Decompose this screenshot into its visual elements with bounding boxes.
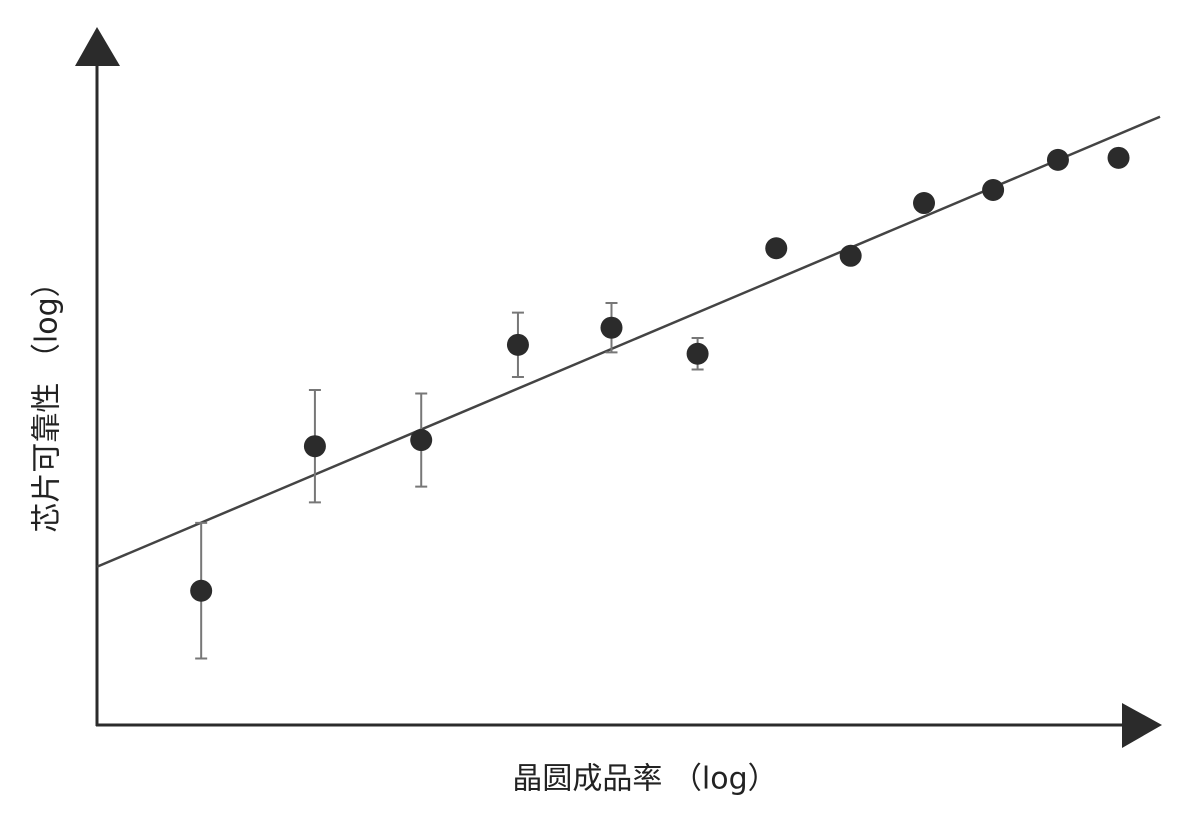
point xyxy=(913,192,936,215)
point xyxy=(190,579,213,602)
point xyxy=(1107,146,1130,169)
point xyxy=(982,179,1005,202)
point xyxy=(1046,148,1069,171)
point xyxy=(839,244,862,267)
point xyxy=(686,342,709,365)
y-axis-arrow xyxy=(75,27,120,66)
point xyxy=(765,237,788,260)
point xyxy=(303,435,326,458)
x-axis-arrow xyxy=(1122,703,1162,748)
x-axis-label: 晶圆成品率 （log） xyxy=(512,762,777,797)
point xyxy=(506,333,529,356)
y-axis-label: 芯片可靠性 （log） xyxy=(30,267,65,532)
point xyxy=(410,429,433,452)
point xyxy=(600,316,623,339)
